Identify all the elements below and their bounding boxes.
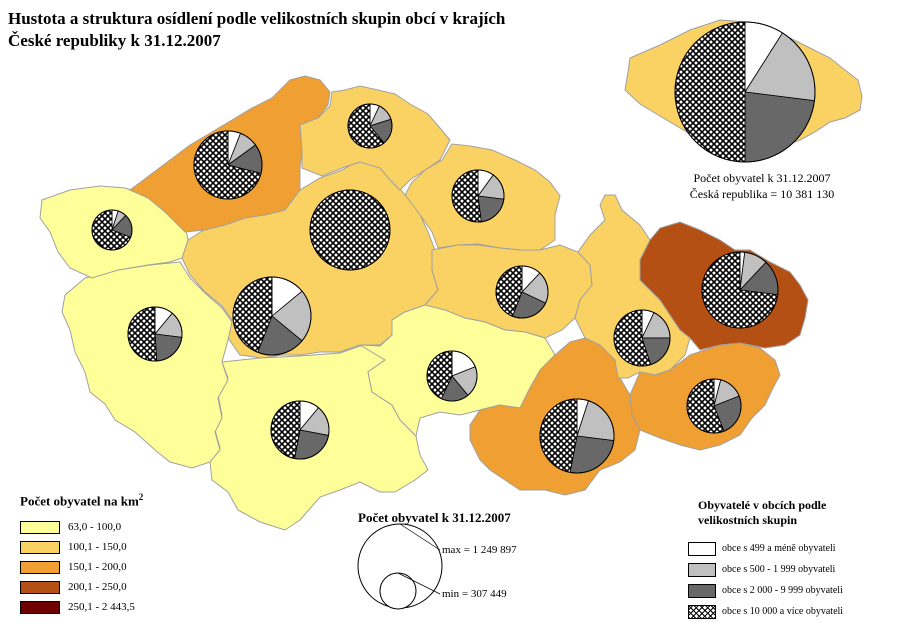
size-legend: Počet obyvatel k 31.12.2007 max = 1 249 … — [350, 510, 560, 600]
density-swatch — [20, 520, 60, 534]
pie-outline — [232, 276, 312, 356]
map-title-line2: České republiky k 31.12.2007 — [8, 31, 221, 50]
pie-outline — [674, 21, 816, 163]
cr-caption-line1: Počet obyvatel k 31.12.2007 — [693, 171, 831, 185]
pie-outline — [127, 306, 183, 362]
pie-outline — [451, 169, 505, 223]
density-legend-row: 100,1 - 150,0 — [20, 537, 143, 557]
pie-outline — [91, 209, 133, 251]
density-swatch — [20, 540, 60, 554]
pie-region-12 — [613, 309, 671, 367]
density-legend-row: 250,1 - 2 443,5 — [20, 597, 143, 617]
pie-outline — [495, 265, 549, 319]
category-swatch-city — [688, 604, 716, 619]
cr-caption: Počet obyvatel k 31.12.2007 Česká republ… — [642, 170, 882, 202]
pie-czech-republic — [674, 21, 816, 163]
category-legend: Obyvatelé v obcích podle velikostních sk… — [688, 498, 898, 622]
category-legend-title: Obyvatelé v obcích podle velikostních sk… — [698, 498, 827, 527]
category-swatch-large — [688, 583, 716, 598]
pie-region-8 — [451, 169, 505, 223]
pie-region-4 — [127, 306, 183, 362]
density-legend: Počet obyvatel na km2 63,0 - 100,0 100,1… — [20, 492, 143, 617]
pie-outline — [426, 350, 478, 402]
density-legend-row: 200,1 - 250,0 — [20, 577, 143, 597]
pie-region-5 — [91, 209, 133, 251]
pie-region-6 — [193, 130, 263, 200]
density-legend-row: 63,0 - 100,0 — [20, 517, 143, 537]
size-legend-title: Počet obyvatel k 31.12.2007 — [358, 510, 511, 525]
pie-region-9 — [495, 265, 549, 319]
category-label: obce s 10 000 a více obyvateli — [722, 606, 844, 617]
pie-outline — [347, 103, 393, 149]
pie-region-1 — [309, 189, 391, 271]
pie-outline — [309, 189, 391, 271]
pies-layer — [91, 21, 816, 474]
category-legend-row: obce s 10 000 a více obyvateli — [688, 601, 898, 622]
size-legend-min-leader — [397, 572, 441, 595]
map-title-line1: Hustota a struktura osídlení podle velik… — [8, 9, 506, 28]
density-label: 200,1 - 250,0 — [68, 581, 127, 594]
pie-region-7 — [347, 103, 393, 149]
category-label: obce s 500 - 1 999 obyvateli — [722, 564, 836, 575]
size-legend-max-leader — [399, 523, 441, 551]
pie-slice — [744, 91, 815, 163]
cr-caption-line2: Česká republika = 10 381 130 — [689, 187, 835, 201]
category-legend-row: obce s 499 a méně obyvateli — [688, 538, 898, 559]
pie-outline — [701, 251, 779, 329]
pie-outline — [270, 400, 330, 460]
category-label: obce s 499 a méně obyvateli — [722, 543, 836, 554]
category-label: obce s 2 000 - 9 999 obyvateli — [722, 585, 843, 596]
pie-region-2 — [232, 276, 312, 356]
density-label: 63,0 - 100,0 — [68, 521, 122, 534]
category-legend-row: obce s 2 000 - 9 999 obyvateli — [688, 580, 898, 601]
map-title: Hustota a struktura osídlení podle velik… — [8, 8, 568, 52]
density-label: 250,1 - 2 443,5 — [68, 601, 135, 614]
density-legend-title: Počet obyvatel na km2 — [20, 492, 144, 509]
regions-layer — [39, 75, 809, 531]
pie-region-14 — [701, 251, 779, 329]
region-4 — [61, 261, 233, 469]
pie-outline — [193, 130, 263, 200]
density-swatch — [20, 580, 60, 594]
size-legend-min: min = 307 449 — [442, 588, 507, 600]
pie-region-11 — [539, 398, 615, 474]
size-legend-circles — [357, 523, 443, 610]
density-label: 150,1 - 200,0 — [68, 561, 127, 574]
density-legend-row: 150,1 - 200,0 — [20, 557, 143, 577]
density-swatch — [20, 600, 60, 614]
size-legend-max: max = 1 249 897 — [442, 544, 517, 556]
size-legend-min-circle — [379, 572, 417, 610]
category-swatch-medium — [688, 562, 716, 577]
pie-outline — [613, 309, 671, 367]
density-swatch — [20, 560, 60, 574]
pie-region-10 — [426, 350, 478, 402]
density-label: 100,1 - 150,0 — [68, 541, 127, 554]
pie-region-13 — [686, 378, 742, 434]
pie-outline — [539, 398, 615, 474]
pie-region-3 — [270, 400, 330, 460]
category-legend-row: obce s 500 - 1 999 obyvateli — [688, 559, 898, 580]
category-swatch-small — [688, 541, 716, 556]
pie-outline — [686, 378, 742, 434]
